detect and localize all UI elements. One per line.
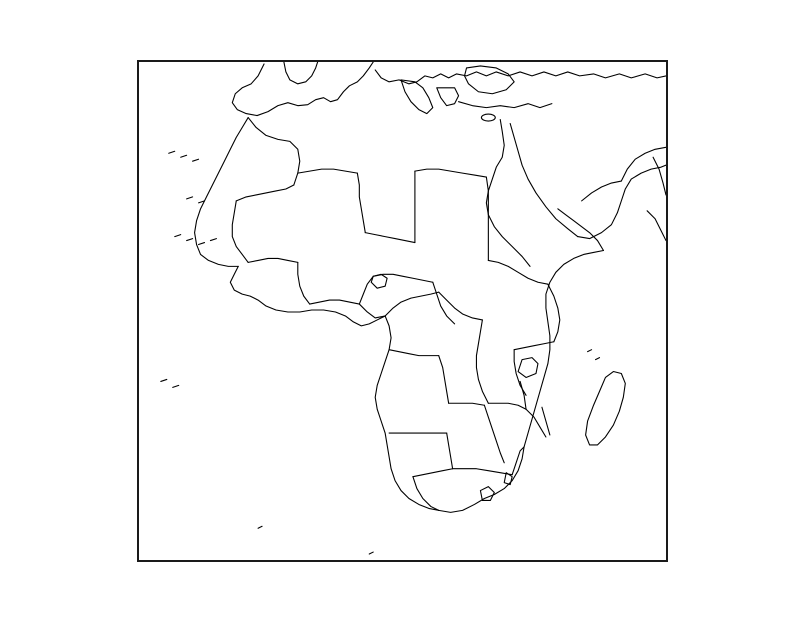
geopotential-height-field — [139, 62, 666, 560]
colorbar — [718, 58, 744, 568]
coastline-and-borders-overlay — [160, 62, 666, 555]
map-plot-area — [137, 60, 668, 562]
